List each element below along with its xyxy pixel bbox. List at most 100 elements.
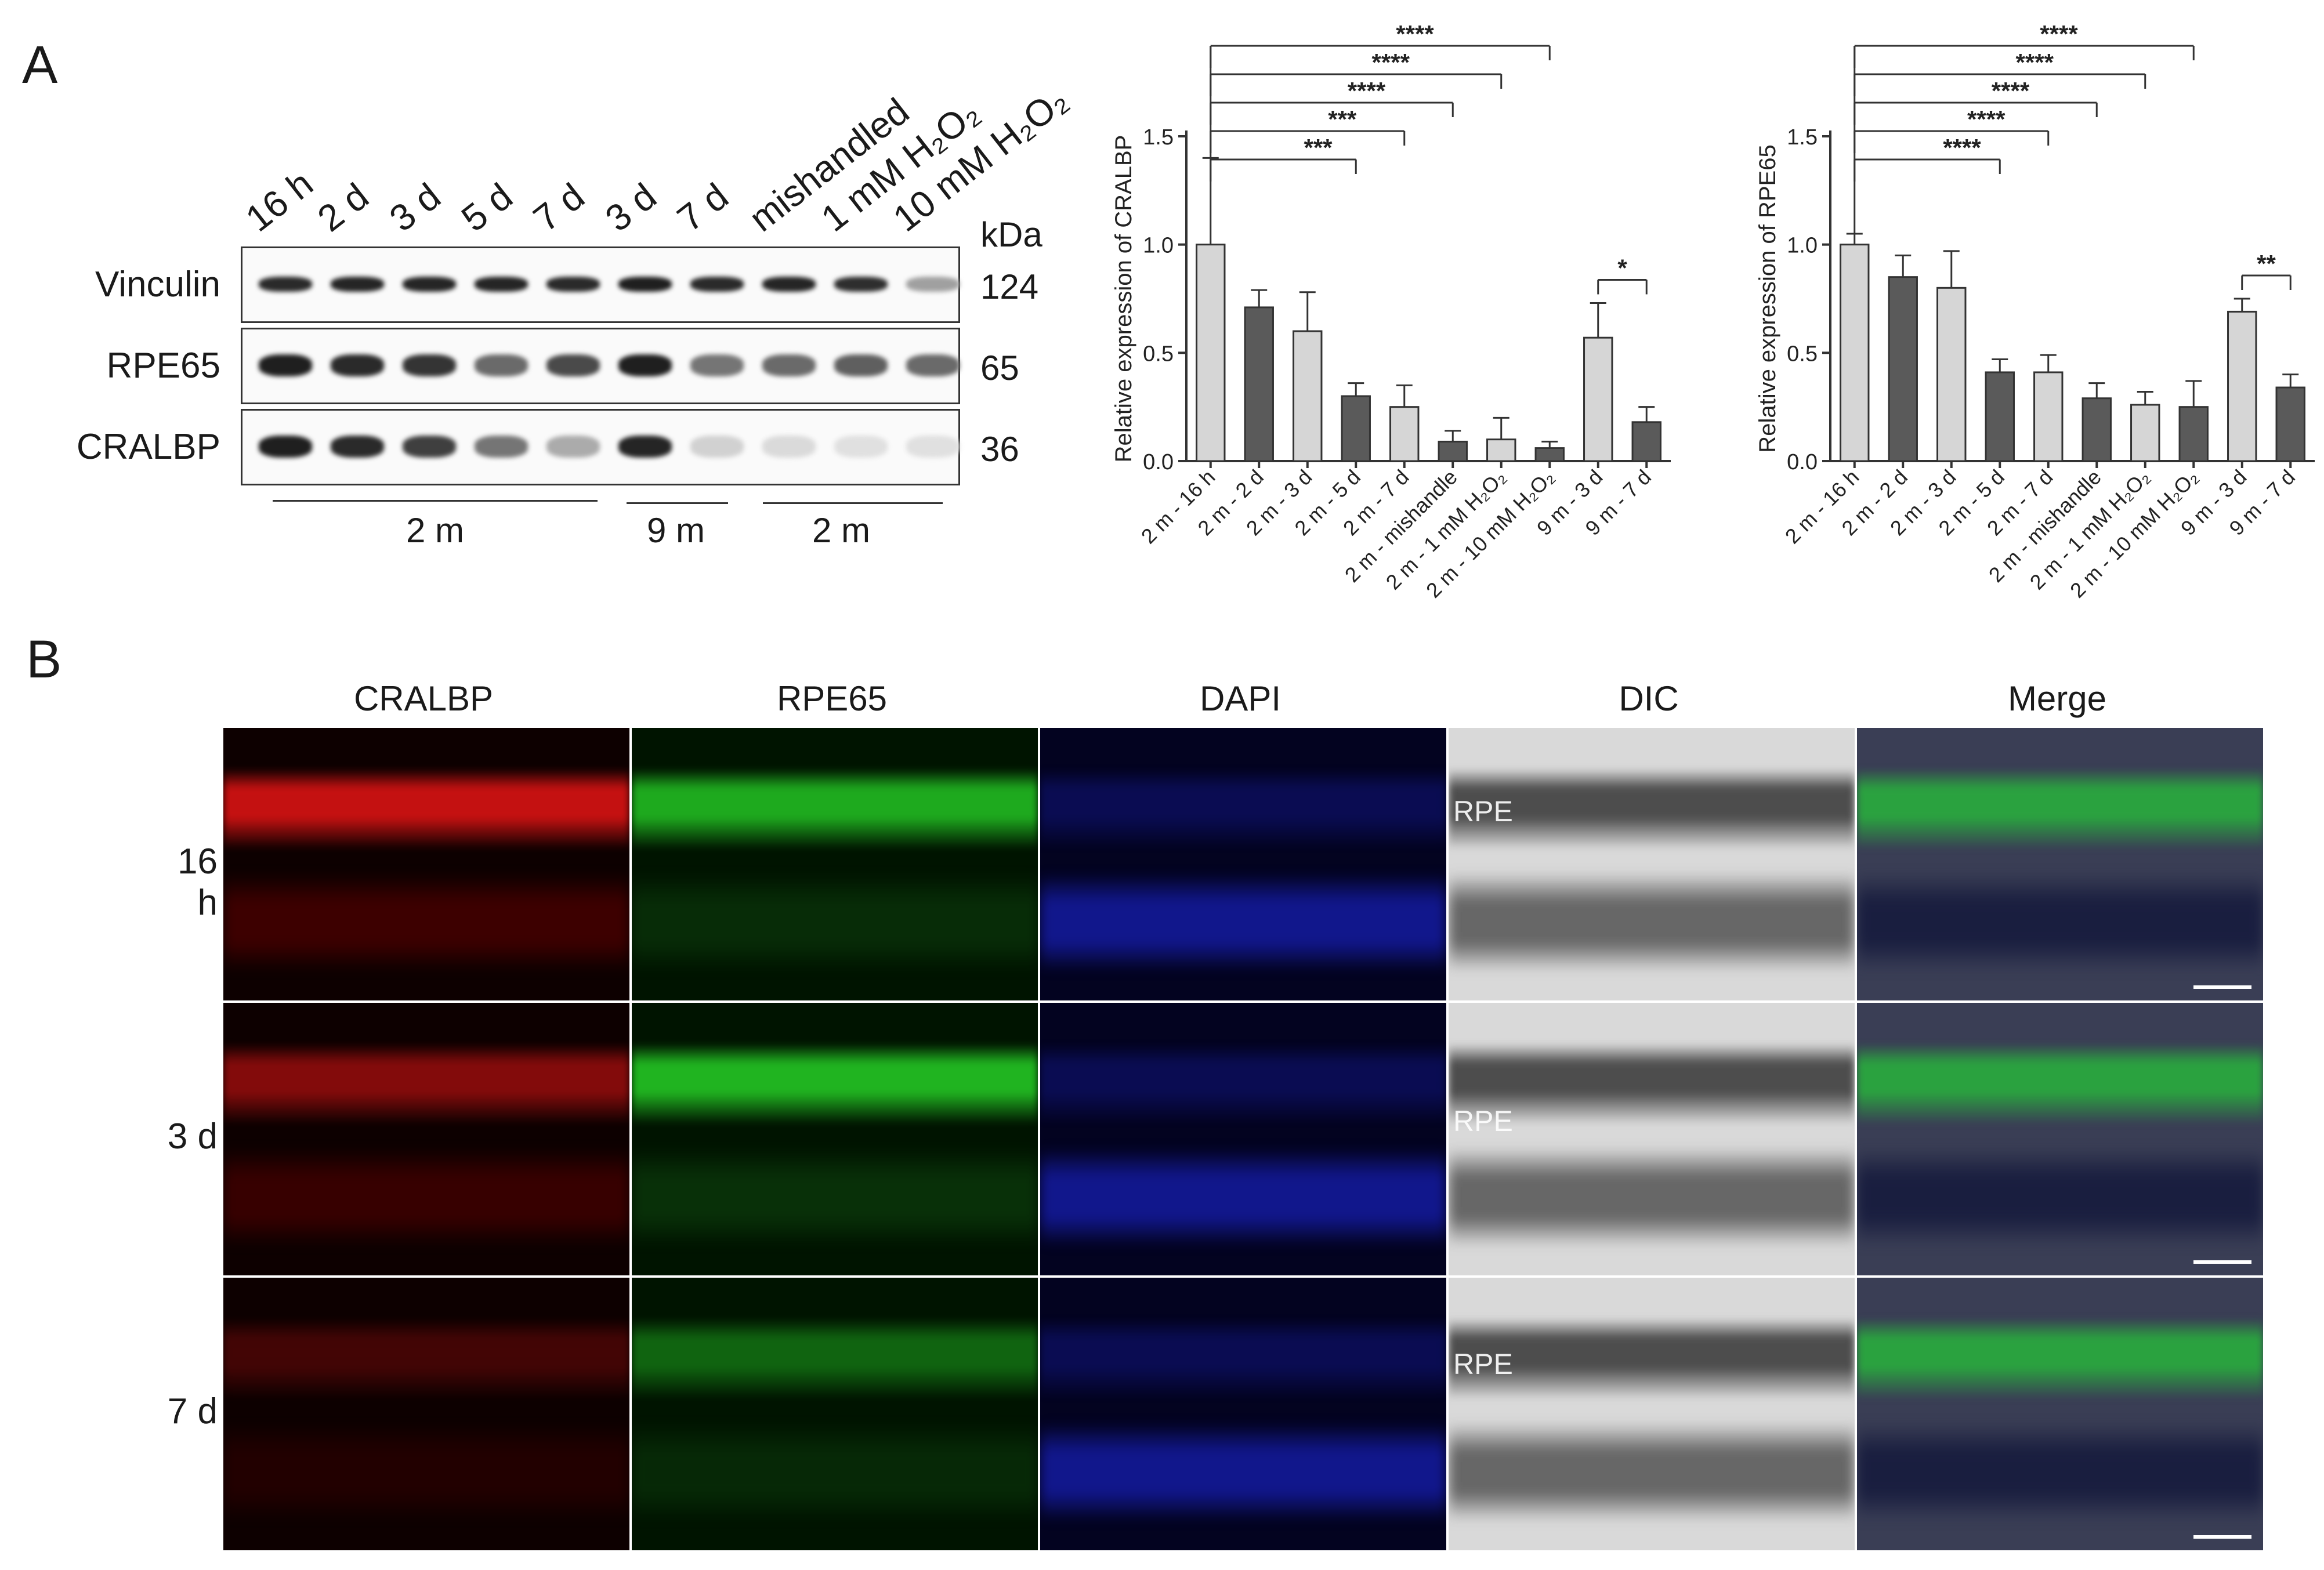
column-header-cralbp: CRALBP [353, 679, 494, 718]
blot-band [906, 436, 960, 458]
tissue-sublayer [632, 1148, 1038, 1246]
blot-band [618, 436, 672, 458]
micrograph-dic-1: RPE [1449, 1003, 1855, 1275]
micrograph-rpe65-2 [632, 1278, 1038, 1550]
kda-value-2: 36 [980, 430, 1019, 469]
bar [2033, 371, 2064, 462]
blot-strip-0 [241, 246, 960, 323]
tissue-layer [632, 1043, 1038, 1125]
significance-label: **** [2040, 20, 2078, 48]
y-tick-label: 0.0 [1787, 450, 1818, 474]
bar [2178, 406, 2209, 462]
tissue-layer [632, 768, 1038, 850]
scale-bar [2193, 1260, 2251, 1264]
blot-band [546, 436, 600, 458]
tissue-sublayer [1857, 1148, 2263, 1246]
lane-label-6: 7 d [669, 175, 736, 240]
blot-band [906, 354, 960, 376]
blot-band [762, 277, 816, 292]
y-tick-label: 1.5 [1787, 125, 1818, 150]
blot-band [546, 277, 600, 292]
blot-row-label-2: CRALBP [76, 427, 220, 467]
significance-label: **** [1967, 106, 2006, 133]
tissue-sublayer [1449, 873, 1855, 971]
tissue-sublayer [1040, 1148, 1446, 1246]
micrograph-dic-0: RPE [1449, 728, 1855, 1000]
bar [1438, 440, 1468, 462]
tissue-layer [223, 1043, 629, 1125]
lane-label-5: 3 d [598, 175, 664, 240]
blot-row-label-1: RPE65 [106, 346, 220, 386]
tissue-layer [223, 1318, 629, 1399]
significance-label: **** [1396, 20, 1434, 48]
bar [2130, 404, 2160, 462]
group-label-2m-b: 2 m [812, 511, 871, 550]
tissue-layer [1040, 1318, 1446, 1399]
tissue-layer [1857, 768, 2263, 850]
tissue-layer [1449, 1318, 1855, 1399]
bar [2082, 397, 2112, 462]
blot-band [834, 436, 888, 458]
lane-label-1: 2 d [310, 175, 377, 240]
bar [1486, 438, 1516, 462]
blot-band [690, 277, 744, 292]
blot-band [403, 277, 456, 292]
rpe65-bar-chart: 0.0 0.5 1.0 1.5 Relative expression of RPE65… [1755, 20, 2315, 603]
column-header-dapi: DAPI [1199, 679, 1282, 718]
panel-a-letter: A [22, 35, 58, 95]
tissue-layer [1040, 1043, 1446, 1125]
scale-bar [2193, 985, 2251, 989]
blot-band [834, 277, 888, 292]
y-tick-label: 1.0 [1787, 234, 1818, 258]
tissue-sublayer [1040, 1423, 1446, 1521]
significance-label: **** [2016, 49, 2054, 76]
bar [1389, 406, 1420, 462]
blot-band [690, 354, 744, 376]
blot-band [475, 354, 528, 376]
tissue-layer [223, 768, 629, 850]
bar [1196, 244, 1226, 462]
micrograph-cralbp-1 [223, 1003, 629, 1275]
kda-value-1: 65 [980, 349, 1019, 387]
bar [1341, 395, 1371, 462]
bar [1985, 371, 2015, 462]
tissue-layer [1449, 1043, 1855, 1125]
tissue-sublayer [632, 1423, 1038, 1521]
significance-label: *** [1328, 106, 1357, 133]
significance-label: * [1617, 254, 1627, 281]
bar [1583, 336, 1613, 462]
group-label-2m-a: 2 m [406, 511, 465, 550]
tissue-sublayer [223, 873, 629, 971]
blot-row-label-0: Vinculin [95, 264, 220, 304]
lane-label-0: 16 h [238, 162, 321, 240]
bar [1888, 276, 1918, 462]
cralbp-bar-chart: 0.0 0.5 1.0 1.5 Relative expression of CRALB… [1111, 20, 1671, 603]
column-header-merge: Merge [2007, 679, 2107, 718]
y-tick-label: 1.0 [1143, 234, 1174, 258]
tissue-sublayer [1857, 1423, 2263, 1521]
row-header-2: 7 d [167, 1391, 218, 1431]
y-axis-label: Relative expression of CRALBP [1111, 135, 1136, 463]
blot-band [618, 277, 672, 292]
blot-band [259, 354, 312, 376]
blot-band [762, 436, 816, 458]
blot-band [618, 354, 672, 376]
tissue-sublayer [632, 873, 1038, 971]
bar [1936, 287, 1967, 462]
micrograph-dapi-2 [1040, 1278, 1446, 1550]
blot-band [403, 354, 456, 376]
kda-value-0: 124 [980, 267, 1039, 306]
row-header-0: 16 h [178, 842, 218, 923]
micrograph-dic-2: RPE [1449, 1278, 1855, 1550]
tissue-sublayer [1449, 1423, 1855, 1521]
bar [1293, 330, 1323, 462]
blot-band [690, 436, 744, 458]
kda-header: kDa [980, 215, 1042, 254]
blot-band [762, 354, 816, 376]
blot-band [331, 354, 384, 376]
significance-label: **** [1348, 77, 1386, 104]
micrograph-merge-0 [1857, 728, 2263, 1000]
bar [2275, 386, 2305, 462]
lane-label-3: 5 d [454, 175, 520, 240]
blot-band [259, 436, 312, 458]
